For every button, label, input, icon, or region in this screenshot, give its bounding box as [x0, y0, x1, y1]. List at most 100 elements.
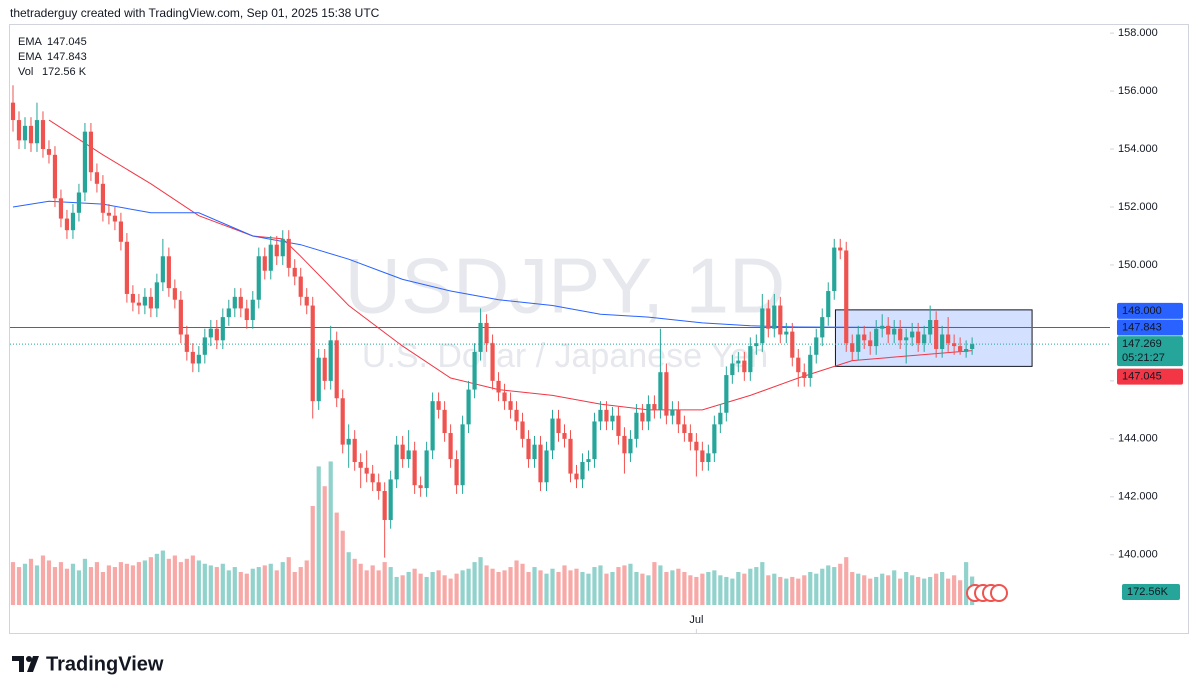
candle-body: [874, 328, 879, 347]
volume-bar: [736, 572, 741, 605]
volume-bar: [496, 572, 501, 605]
candle-body: [268, 244, 273, 271]
candle-body: [166, 256, 171, 289]
candle-body: [892, 328, 897, 335]
volume-bar: [124, 563, 129, 605]
volume-bar: [748, 568, 753, 605]
volume-bar: [442, 575, 447, 605]
volume-bar: [676, 568, 681, 605]
candle-body: [310, 305, 315, 402]
volume-bar: [130, 565, 135, 605]
candle-body: [160, 256, 165, 283]
volume-bar: [730, 578, 735, 605]
candle-body: [580, 462, 585, 480]
y-tick-label: 156.000: [1118, 85, 1158, 97]
candle-body: [526, 438, 531, 460]
candle-body: [460, 424, 465, 486]
volume-bar: [484, 565, 489, 605]
candle-body: [430, 401, 435, 451]
candle-body: [298, 276, 303, 297]
volume-bar: [400, 575, 405, 605]
candle-body: [682, 424, 687, 434]
volume-bar: [826, 565, 831, 605]
y-tick-label: 152.000: [1118, 201, 1158, 213]
candle-body: [868, 340, 873, 347]
volume-bar: [262, 565, 267, 605]
candle-body: [718, 412, 723, 425]
candle-body: [928, 320, 933, 335]
candle-body: [760, 308, 765, 344]
volume-bar: [220, 563, 225, 605]
candle-body: [442, 409, 447, 434]
candle-body: [712, 424, 717, 454]
candle-body: [412, 450, 417, 486]
candle-body: [916, 331, 921, 344]
volume-bar: [862, 575, 867, 605]
candle-body: [172, 288, 177, 300]
volume-bar: [214, 567, 219, 605]
volume-bar: [448, 578, 453, 605]
volume-bar: [358, 563, 363, 605]
volume-bar: [298, 567, 303, 605]
flag-icon: [990, 584, 1008, 602]
candle-body: [448, 433, 453, 460]
candle-body: [34, 120, 40, 144]
candle-body: [124, 241, 129, 294]
volume-bar: [526, 572, 531, 605]
candle-body: [676, 409, 681, 425]
candle-body: [862, 334, 867, 341]
volume-bar: [724, 576, 729, 605]
ema-axis-label: 147.843: [1122, 321, 1162, 333]
volume-bar: [190, 555, 195, 605]
volume-bar: [688, 575, 693, 605]
volume-bar: [898, 578, 903, 605]
y-tick-label: 158.000: [1118, 27, 1158, 39]
volume-bar: [208, 565, 213, 605]
volume-bar: [160, 550, 165, 605]
volume-bar: [760, 562, 765, 605]
candle-body: [316, 357, 321, 402]
volume-bar: [172, 555, 177, 605]
volume-bar: [742, 573, 747, 605]
volume-bar: [382, 562, 387, 605]
legend-name: EMA: [18, 51, 43, 63]
volume-bar: [820, 568, 825, 605]
volume-bar: [76, 570, 82, 605]
candle-body: [784, 331, 789, 335]
volume-bar: [658, 565, 663, 605]
candle-body: [910, 331, 915, 338]
volume-bar: [322, 486, 327, 605]
volume-bar: [304, 560, 309, 605]
volume-bar: [256, 567, 261, 605]
candle-body: [238, 296, 243, 309]
candle-body: [790, 331, 795, 358]
volume-bar: [634, 572, 639, 605]
candle-body: [388, 479, 393, 520]
candle-body: [424, 450, 429, 489]
volume-bar: [418, 573, 423, 605]
volume-bar: [178, 562, 183, 605]
volume-bar: [454, 573, 459, 605]
candle-body: [802, 372, 807, 378]
volume-bar: [142, 560, 147, 605]
volume-bar: [778, 576, 783, 605]
candle-body: [58, 198, 64, 219]
volume-bar: [424, 576, 429, 605]
volume-bar: [502, 570, 507, 605]
ema-axis-label: 147.045: [1122, 370, 1162, 382]
candle-body: [472, 351, 477, 390]
candle-body: [658, 372, 663, 410]
legend-name: Vol: [18, 66, 33, 78]
candle-body: [514, 409, 519, 422]
volume-bar: [334, 512, 339, 605]
candle-body: [292, 267, 297, 277]
volume-bar: [508, 567, 513, 605]
volume-bar: [664, 572, 669, 605]
candle-body: [70, 212, 76, 231]
candle-body: [340, 398, 345, 445]
candle-body: [196, 354, 201, 364]
candle-body: [454, 459, 459, 486]
candle-body: [880, 325, 885, 329]
volume-bar: [388, 567, 393, 605]
volume-bar: [364, 570, 369, 605]
